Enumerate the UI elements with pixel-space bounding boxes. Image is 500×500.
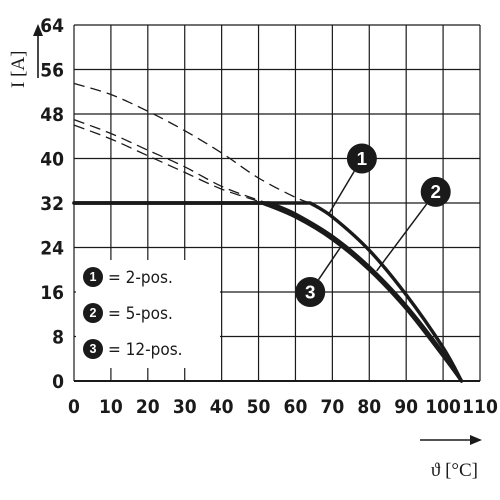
callout-3-circle — [295, 277, 326, 307]
x-tick-label: 70 — [320, 396, 344, 418]
legend-label-2: = 5-pos. — [108, 304, 173, 324]
legend-badge-3-circle — [83, 339, 103, 359]
x-tick-label: 50 — [247, 396, 271, 418]
legend: 1 = 2-pos. 2 = 5-pos. 3 = 12-pos. — [76, 260, 220, 368]
y-tick-label: 16 — [40, 282, 64, 304]
x-tick-label: 60 — [284, 396, 308, 418]
y-tick-label: 48 — [40, 104, 64, 126]
callout-2-number: 2 — [430, 181, 440, 202]
callout-1-number: 1 — [357, 148, 367, 169]
legend-badge-2-circle — [83, 303, 103, 323]
y-axis-title: I [A] — [8, 51, 29, 88]
series-1-reference-curve — [73, 82, 311, 204]
x-tick-label: 90 — [394, 396, 418, 418]
callouts: 1 2 3 — [295, 143, 451, 307]
grid — [73, 24, 481, 382]
tick-labels: 0 10 20 30 40 50 60 70 80 90 100 110081624324048566… — [40, 15, 498, 418]
x-axis-title-group: ϑ [°C] — [420, 435, 482, 481]
legend-label-1: = 2-pos. — [108, 268, 173, 288]
y-axis-arrow-head — [33, 24, 43, 36]
callout-2-circle — [420, 176, 451, 207]
x-tick-label: 20 — [136, 396, 160, 418]
y-tick-label: 64 — [40, 15, 64, 37]
y-tick-label: 40 — [40, 149, 64, 171]
y-tick-label: 32 — [40, 193, 64, 215]
y-tick-label: 8 — [52, 327, 64, 349]
y-tick-label: 24 — [40, 238, 64, 260]
series-3-derating-curve — [72, 201, 464, 383]
callout-2-leader — [376, 203, 428, 272]
x-tick-label: 30 — [173, 396, 197, 418]
legend-label-3: = 12-pos. — [108, 340, 183, 360]
legend-badge-1-number: 1 — [90, 270, 97, 284]
legend-badge-3-number: 3 — [90, 342, 97, 356]
callout-1-leader — [328, 171, 355, 215]
series-1-derating-curve — [72, 201, 464, 383]
x-tick-label: 0 — [68, 396, 80, 418]
x-tick-label: 40 — [210, 396, 234, 418]
y-tick-label: 0 — [52, 371, 64, 393]
x-axis-title: ϑ [°C] — [431, 460, 478, 481]
callout-1-circle — [346, 143, 377, 174]
x-tick-label: 10 — [99, 396, 123, 418]
x-tick-label: 110 — [462, 396, 498, 418]
y-tick-label: 56 — [40, 60, 64, 82]
series-3-reference-curve — [73, 124, 264, 204]
callout-3-number: 3 — [305, 281, 315, 302]
legend-badge-2-number: 2 — [90, 306, 97, 320]
y-axis-title-group: I [A] — [8, 24, 43, 88]
callout-3-leader — [317, 242, 345, 281]
x-tick-label: 80 — [357, 396, 381, 418]
x-tick-label: 100 — [425, 396, 461, 418]
legend-badge-1-circle — [83, 267, 103, 287]
x-axis-arrow-head — [470, 435, 482, 445]
series-2-reference-curve — [73, 118, 270, 204]
curves — [72, 82, 464, 383]
